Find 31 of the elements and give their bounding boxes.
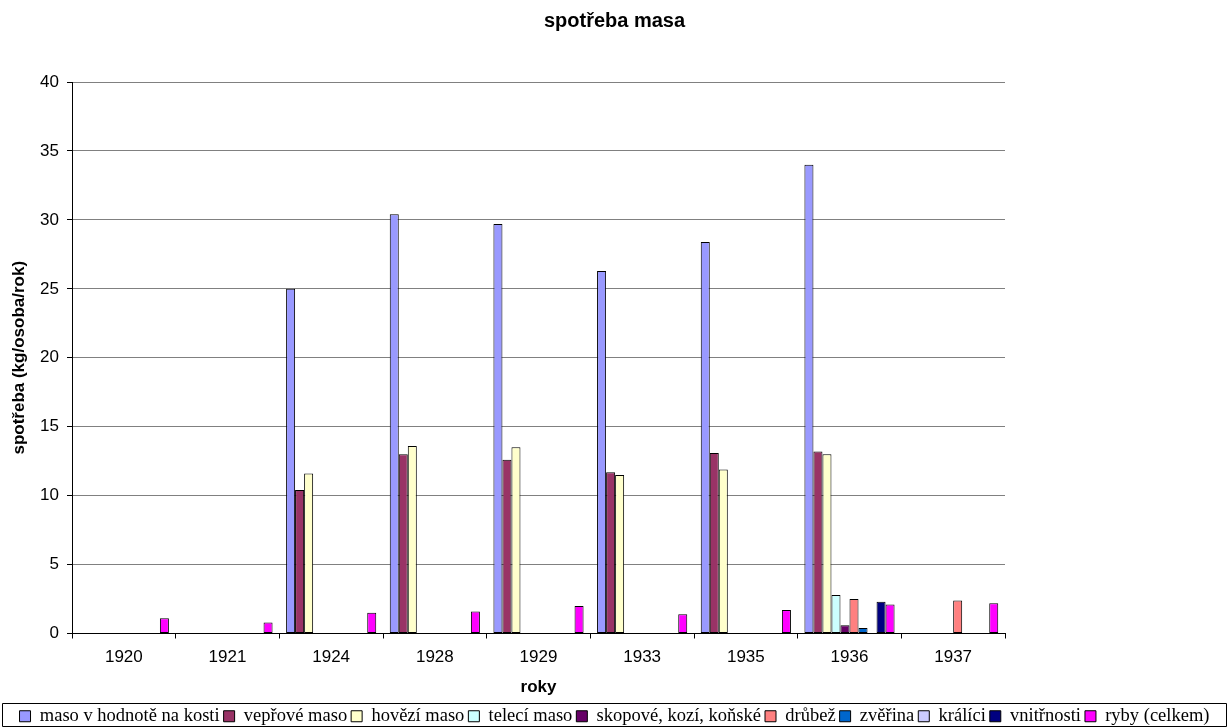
- x-tick-label: 1921: [208, 647, 247, 667]
- y-tick-label: 30: [40, 209, 59, 229]
- legend-label: králíci: [938, 705, 986, 726]
- y-tick-label: 15: [40, 416, 59, 436]
- legend-label: vnitřnosti: [1010, 705, 1081, 726]
- y-tick-label: 5: [49, 554, 59, 574]
- x-tick-label: 1924: [312, 647, 351, 667]
- legend-label: maso v hodnotě na kosti: [39, 705, 220, 726]
- y-tick-label: 25: [40, 278, 59, 298]
- x-tick-label: 1936: [830, 647, 869, 667]
- x-tick-label: 1935: [726, 647, 765, 667]
- y-tick-label: 0: [49, 623, 59, 643]
- y-tick-label: 40: [40, 71, 59, 91]
- y-tick-label: 10: [40, 485, 59, 505]
- chart-title: spotřeba masa: [543, 8, 686, 31]
- x-tick-label: 1929: [519, 647, 558, 667]
- x-tick-label: 1928: [415, 647, 454, 667]
- x-tick-label: 1937: [934, 647, 973, 667]
- y-tick-label: 35: [40, 140, 59, 160]
- x-axis-title: roky: [520, 676, 557, 696]
- legend-label: skopové, kozí, koňské: [596, 705, 762, 726]
- legend-label: hovězí maso: [371, 705, 465, 726]
- y-tick-label: 20: [40, 347, 59, 367]
- x-tick-label: 1920: [104, 647, 143, 667]
- legend-label: telecí maso: [488, 705, 573, 726]
- legend-label: ryby (celkem): [1105, 705, 1210, 727]
- y-axis-title: spotřeba (kg/osoba/rok): [8, 260, 28, 455]
- legend-label: vepřové maso: [243, 705, 348, 726]
- legend-label: drůbež: [785, 705, 836, 726]
- legend-label: zvěřina: [859, 705, 915, 726]
- x-tick-label: 1933: [623, 647, 662, 667]
